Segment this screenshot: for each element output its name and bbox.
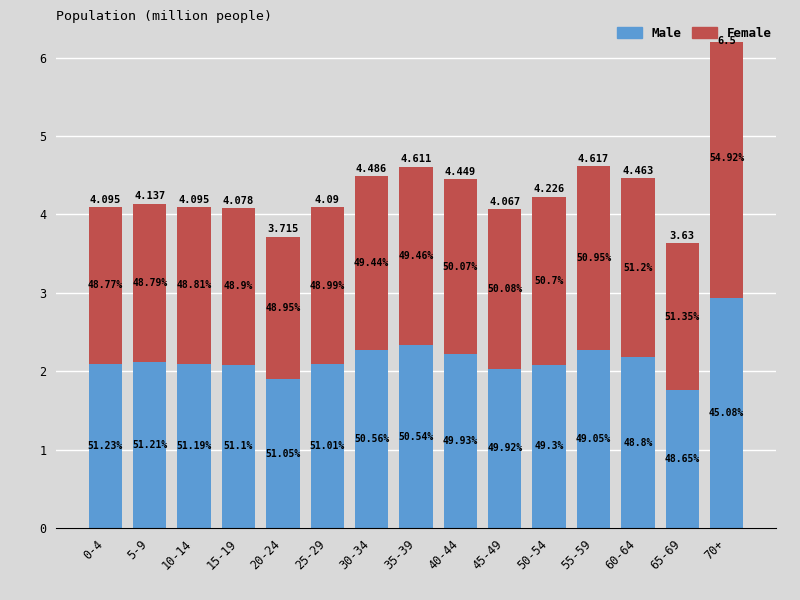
Text: 50.56%: 50.56% [354,434,390,444]
Bar [266,379,299,528]
Text: 48.65%: 48.65% [665,454,700,464]
Bar [399,346,433,528]
Text: 48.95%: 48.95% [266,303,301,313]
Text: 4.449: 4.449 [445,167,476,177]
Text: 4.095: 4.095 [178,194,210,205]
Bar [355,350,388,528]
Bar [710,298,743,528]
Bar [222,365,255,528]
Text: 49.05%: 49.05% [576,434,611,444]
Text: 50.08%: 50.08% [487,284,522,294]
Text: 50.95%: 50.95% [576,253,611,263]
Text: 51.05%: 51.05% [266,449,301,458]
Text: 4.617: 4.617 [578,154,609,164]
Text: 49.93%: 49.93% [442,436,478,446]
Bar [577,350,610,528]
Text: 51.21%: 51.21% [132,440,167,450]
Text: 50.7%: 50.7% [534,276,564,286]
Text: 48.99%: 48.99% [310,281,345,291]
Bar [399,167,433,346]
Text: 49.92%: 49.92% [487,443,522,454]
Text: 50.07%: 50.07% [442,262,478,272]
Bar [355,176,388,350]
Text: 4.486: 4.486 [356,164,387,174]
Bar [444,354,477,528]
Bar [310,208,344,364]
Text: 4.137: 4.137 [134,191,166,202]
Text: 4.463: 4.463 [622,166,654,176]
Bar [89,364,122,528]
Text: 4.095: 4.095 [90,194,121,205]
Bar [444,179,477,354]
Text: 49.44%: 49.44% [354,258,390,268]
Text: 4.226: 4.226 [534,184,565,194]
Bar [577,166,610,350]
Text: 48.81%: 48.81% [177,280,212,290]
Text: 45.08%: 45.08% [709,408,744,418]
Bar [488,209,522,369]
Bar [178,207,210,364]
Bar [178,364,210,528]
Bar [622,178,654,357]
Bar [533,365,566,528]
Text: 48.9%: 48.9% [224,281,253,292]
Legend: Male, Female: Male, Female [612,22,777,44]
Text: 50.54%: 50.54% [398,431,434,442]
Text: 48.79%: 48.79% [132,278,167,288]
Text: 51.01%: 51.01% [310,441,345,451]
Bar [710,19,743,298]
Bar [310,364,344,528]
Text: 48.77%: 48.77% [88,280,123,290]
Text: 51.1%: 51.1% [224,442,253,451]
Text: 48.8%: 48.8% [623,437,653,448]
Bar [622,357,654,528]
Text: 51.2%: 51.2% [623,263,653,273]
Bar [133,204,166,362]
Text: 51.19%: 51.19% [177,441,212,451]
Bar [266,237,299,379]
Text: 49.46%: 49.46% [398,251,434,261]
Text: 51.23%: 51.23% [88,441,123,451]
Text: 4.078: 4.078 [223,196,254,206]
Text: 49.3%: 49.3% [534,442,564,451]
Text: 4.611: 4.611 [400,154,432,164]
Bar [488,369,522,528]
Text: 3.63: 3.63 [670,231,694,241]
Bar [89,207,122,364]
Bar [666,389,699,528]
Bar [533,197,566,365]
Bar [222,208,255,365]
Text: 4.09: 4.09 [314,195,340,205]
Text: Population (million people): Population (million people) [56,10,272,23]
Text: 6.5: 6.5 [718,36,736,46]
Text: 3.715: 3.715 [267,224,298,235]
Text: 51.35%: 51.35% [665,311,700,322]
Bar [133,362,166,528]
Text: 4.067: 4.067 [489,197,520,207]
Bar [666,244,699,389]
Text: 54.92%: 54.92% [709,154,744,163]
